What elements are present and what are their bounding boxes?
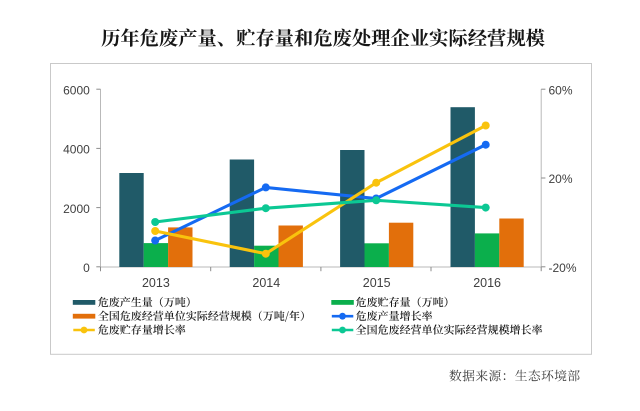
svg-text:20%: 20%: [549, 172, 573, 186]
svg-text:-20%: -20%: [549, 261, 577, 275]
svg-text:2013: 2013: [142, 276, 170, 290]
svg-text:2015: 2015: [363, 276, 391, 290]
svg-text:60%: 60%: [549, 83, 573, 97]
svg-text:4000: 4000: [63, 143, 90, 157]
svg-text:2016: 2016: [473, 276, 501, 290]
svg-text:0: 0: [83, 261, 90, 275]
svg-text:2014: 2014: [252, 276, 280, 290]
svg-text:2000: 2000: [63, 202, 90, 216]
svg-text:6000: 6000: [63, 83, 90, 97]
